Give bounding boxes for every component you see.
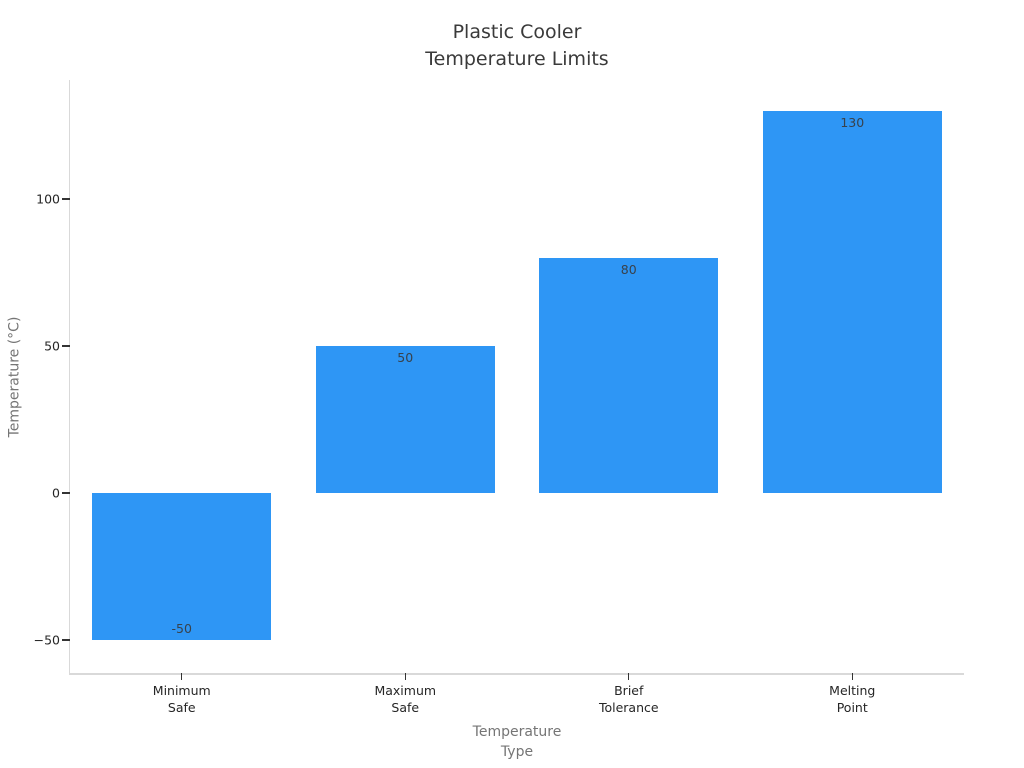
y-tick [62,639,70,641]
x-tick [404,673,406,680]
y-axis-spine [68,80,70,675]
x-axis-spine [68,673,964,675]
x-tick [628,673,630,680]
bar-value-label: -50 [171,621,192,637]
y-axis-label-wrap: Temperature (°C) [0,80,28,673]
x-tick-label-minimum-safe: Minimum Safe [152,683,211,715]
bar-brief-tolerance [539,257,719,494]
plot-area: −50 0 50 100 -50 Minimum Safe 50 Maximum Safe 80… [34,80,964,715]
bar-maximum-safe [315,346,495,494]
bar-melting-point [762,110,942,494]
y-tick [62,492,70,494]
y-tick-label: −50 [33,632,60,648]
bar-minimum-safe [92,493,272,641]
y-tick-label: 0 [52,485,60,501]
x-tick [851,673,853,680]
chart-title: Plastic Cooler Temperature Limits [425,21,609,70]
y-axis-label: Temperature (°C) [6,316,22,437]
x-tick-label-melting-point: Melting Point [829,683,876,715]
bar-value-label: 80 [620,261,637,277]
y-tick [62,345,70,347]
y-tick-label: 50 [44,338,60,354]
bar-value-label: 50 [397,350,414,366]
x-tick-label-brief-tolerance: Brief Tolerance [598,683,659,715]
x-tick [181,673,183,680]
x-axis-label: Temperature Type [472,724,562,760]
bar-value-label: 130 [840,114,865,130]
x-tick-label-maximum-safe: Maximum Safe [374,683,437,715]
y-tick-label: 100 [36,191,60,207]
y-tick [62,198,70,200]
